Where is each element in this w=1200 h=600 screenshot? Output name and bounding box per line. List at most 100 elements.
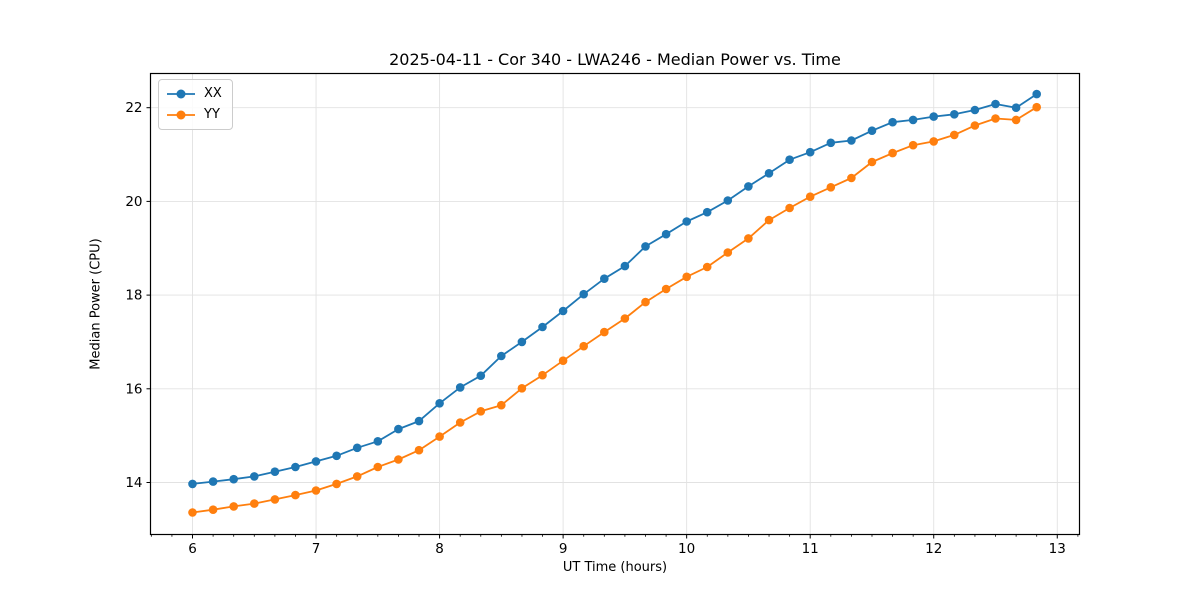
data-point-yy <box>888 148 897 158</box>
data-point-yy <box>847 173 856 183</box>
data-point-yy <box>723 248 733 257</box>
data-point-yy <box>352 472 362 481</box>
data-point-xx <box>455 383 465 392</box>
data-point-yy <box>785 203 794 213</box>
data-point-xx <box>764 169 774 178</box>
data-point-xx <box>744 182 753 191</box>
data-point-yy <box>1032 102 1041 112</box>
data-point-xx <box>414 416 424 426</box>
data-point-yy <box>373 462 383 472</box>
data-point-yy <box>929 137 938 146</box>
data-point-xx <box>291 462 300 472</box>
data-point-xx <box>991 99 1000 109</box>
x-tick-label: 9 <box>559 541 568 557</box>
data-point-yy <box>517 384 527 393</box>
y-tick-label: 14 <box>125 475 142 491</box>
data-point-yy <box>291 490 300 500</box>
data-point-yy <box>1011 115 1021 125</box>
data-point-yy <box>476 407 486 416</box>
series-line-xx <box>192 93 1038 485</box>
data-point-yy <box>538 370 547 380</box>
data-point-xx <box>229 474 238 484</box>
data-point-xx <box>826 138 836 148</box>
data-point-xx <box>723 196 733 205</box>
data-point-yy <box>744 234 753 243</box>
data-point-yy <box>455 418 465 427</box>
data-point-xx <box>188 479 197 489</box>
data-point-yy <box>682 272 691 282</box>
data-point-yy <box>558 356 568 366</box>
data-point-xx <box>661 229 671 239</box>
data-point-yy <box>661 284 671 294</box>
data-point-xx <box>970 105 980 115</box>
data-point-yy <box>497 400 506 410</box>
data-point-xx <box>1032 89 1041 99</box>
y-tick-label: 16 <box>125 381 142 397</box>
data-point-yy <box>764 215 774 225</box>
data-point-xx <box>682 217 691 226</box>
data-point-yy <box>394 455 403 464</box>
data-point-xx <box>435 399 444 408</box>
data-point-yy <box>579 341 588 351</box>
x-tick-label: 7 <box>312 541 321 557</box>
legend-item-yy: YY <box>166 106 222 124</box>
data-point-yy <box>826 183 836 192</box>
x-tick-label: 10 <box>678 541 695 557</box>
legend-marker-xx-icon <box>166 88 196 100</box>
data-point-xx <box>250 472 259 481</box>
data-point-yy <box>332 479 341 489</box>
data-point-yy <box>188 508 197 517</box>
data-point-xx <box>208 477 218 486</box>
chart-title: 2025-04-11 - Cor 340 - LWA246 - Median P… <box>389 50 841 69</box>
x-tick-label: 12 <box>925 541 942 557</box>
data-point-xx <box>1011 103 1021 112</box>
data-point-yy <box>229 502 238 511</box>
data-point-yy <box>270 495 280 504</box>
data-point-yy <box>702 262 712 272</box>
legend-item-xx: XX <box>166 85 222 103</box>
series-xx <box>188 89 1041 489</box>
y-tick-label: 22 <box>125 100 142 116</box>
data-point-xx <box>373 437 383 446</box>
data-point-yy <box>970 121 980 130</box>
data-point-xx <box>517 337 527 347</box>
data-point-xx <box>785 155 794 164</box>
x-minor-ticks <box>150 534 1079 537</box>
data-point-yy <box>620 314 630 323</box>
y-axis-label: Median Power (CPU) <box>88 238 104 370</box>
data-point-xx <box>908 115 918 125</box>
data-point-xx <box>702 207 712 217</box>
data-point-yy <box>311 486 321 495</box>
x-axis-label: UT Time (hours) <box>562 560 668 575</box>
legend-marker-yy-icon <box>166 109 196 121</box>
series-yy <box>188 102 1041 517</box>
data-point-xx <box>867 126 877 135</box>
x-axis-ticks: 6 7 8 9 10 11 12 13 <box>188 534 1066 557</box>
data-point-yy <box>867 157 877 167</box>
data-point-yy <box>600 327 609 337</box>
data-point-xx <box>641 242 650 251</box>
data-point-xx <box>929 112 938 121</box>
data-point-yy <box>950 130 959 140</box>
y-tick-label: 20 <box>125 194 142 210</box>
x-tick-label: 8 <box>435 541 444 557</box>
data-point-xx <box>497 351 506 361</box>
grid <box>150 73 1080 535</box>
data-point-xx <box>579 289 588 299</box>
y-axis-ticks: 14 16 18 20 22 <box>125 100 151 491</box>
data-point-xx <box>805 147 815 157</box>
data-point-xx <box>538 322 547 332</box>
legend: XX YY <box>158 79 233 130</box>
data-point-xx <box>950 110 959 119</box>
data-point-yy <box>208 505 218 514</box>
data-point-xx <box>600 274 609 284</box>
data-point-xx <box>888 117 897 127</box>
data-point-yy <box>414 445 424 455</box>
data-point-xx <box>394 424 403 434</box>
data-point-yy <box>641 297 650 307</box>
legend-label-yy: YY <box>204 107 220 122</box>
legend-label-xx: XX <box>204 86 222 101</box>
data-point-xx <box>270 467 280 477</box>
x-tick-label: 6 <box>188 541 197 557</box>
